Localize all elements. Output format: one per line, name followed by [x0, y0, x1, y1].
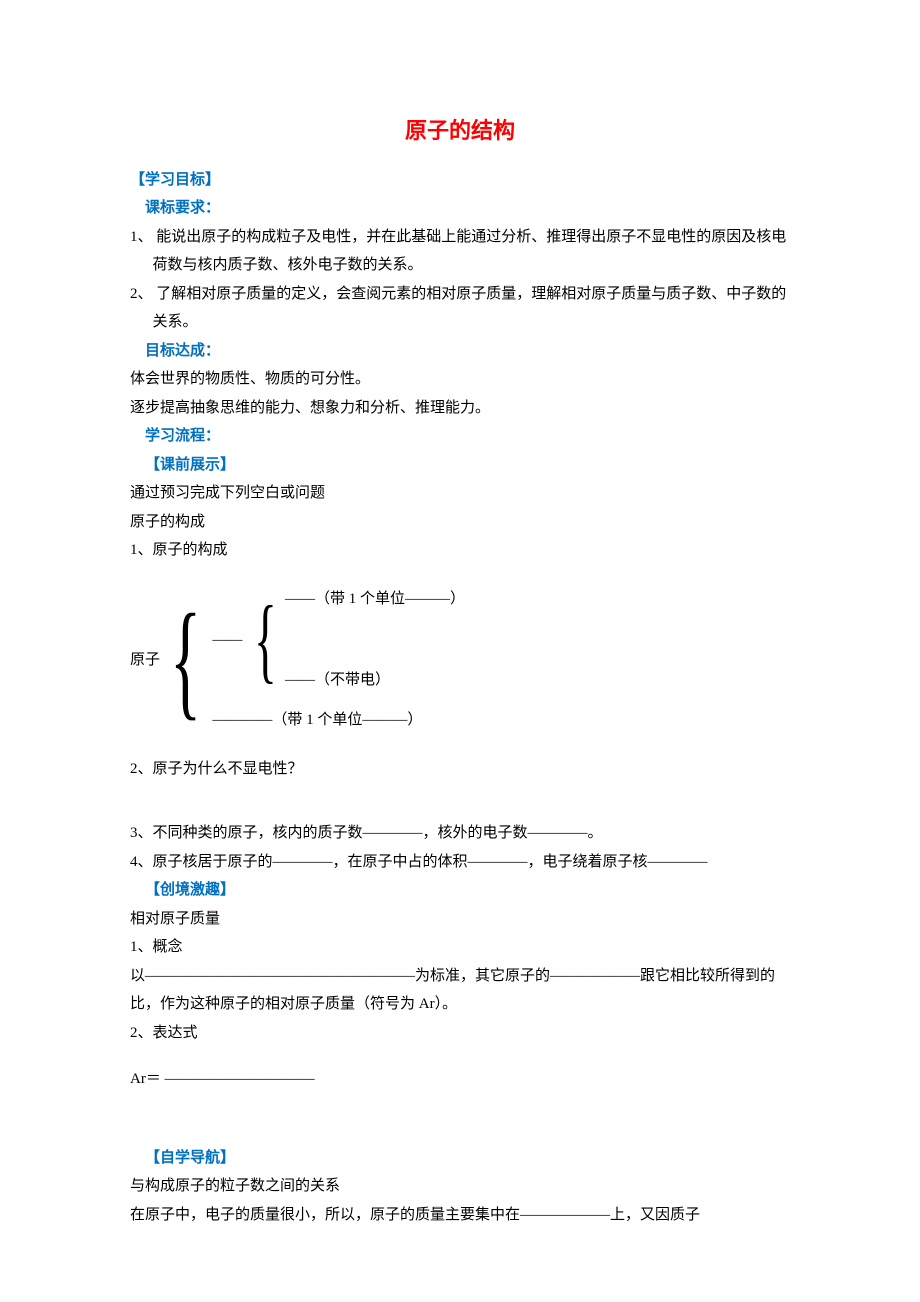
brace-outer-icon: {	[170, 595, 201, 725]
heading-curriculum-req: 课标要求：	[145, 194, 790, 223]
context-i2-text: Ar＝ ——————————	[130, 1065, 790, 1094]
context-i2: 2、表达式	[130, 1019, 790, 1048]
preclass-topic: 原子的构成	[130, 508, 790, 537]
diagram-nucleus-blank: ——	[212, 626, 242, 655]
goal-achieve-item-1: 体会世界的物质性、物质的可分性。	[130, 365, 790, 394]
context-topic: 相对原子质量	[130, 905, 790, 934]
curriculum-item-2: 2、 了解相对原子质量的定义，会查阅元素的相对原子质量，理解相对原子质量与质子数…	[130, 280, 790, 337]
preclass-q3: 3、不同种类的原子，核内的质子数————，核外的电子数————。	[130, 819, 790, 848]
diagram-proton-line: ——（带 1 个单位———）	[285, 585, 465, 614]
preclass-q4: 4、原子核居于原子的————，在原子中占的体积————，电子绕着原子核————	[130, 848, 790, 877]
heading-pre-class: 【课前展示】	[145, 451, 790, 480]
context-i1-text: 以——————————————————为标准，其它原子的——————跟它相比较所…	[130, 962, 790, 1019]
page-title: 原子的结构	[130, 110, 790, 152]
preclass-q1: 1、原子的构成	[130, 536, 790, 565]
diagram-root-label: 原子	[130, 646, 170, 675]
atom-structure-diagram: 原子 { —— { ——（带 1 个单位———） ——（不带电） ————（带 …	[130, 585, 790, 735]
heading-self-nav: 【自学导航】	[145, 1144, 790, 1173]
page-container: 原子的结构 【学习目标】 课标要求： 1、 能说出原子的构成粒子及电性，并在此基…	[0, 0, 920, 1302]
context-i1: 1、概念	[130, 933, 790, 962]
preclass-intro: 通过预习完成下列空白或问题	[130, 479, 790, 508]
diagram-electron-line: ————（带 1 个单位———）	[212, 706, 465, 735]
diagram-neutron-line: ——（不带电）	[285, 666, 465, 695]
brace-inner-icon: {	[254, 592, 277, 687]
preclass-q2: 2、原子为什么不显电性？	[130, 755, 790, 784]
goal-achieve-item-2: 逐步提高抽象思维的能力、想象力和分析、推理能力。	[130, 394, 790, 423]
heading-flow: 学习流程：	[145, 422, 790, 451]
selfnav-line2: 在原子中，电子的质量很小，所以，原子的质量主要集中在——————上，又因质子	[130, 1201, 790, 1230]
selfnav-line1: 与构成原子的粒子数之间的关系	[130, 1172, 790, 1201]
curriculum-item-1: 1、 能说出原子的构成粒子及电性，并在此基础上能通过分析、推理得出原子不显电性的…	[130, 223, 790, 280]
heading-goal-achieve: 目标达成：	[145, 337, 790, 366]
heading-learning-goals: 【学习目标】	[130, 166, 790, 195]
heading-context: 【创境激趣】	[145, 876, 790, 905]
